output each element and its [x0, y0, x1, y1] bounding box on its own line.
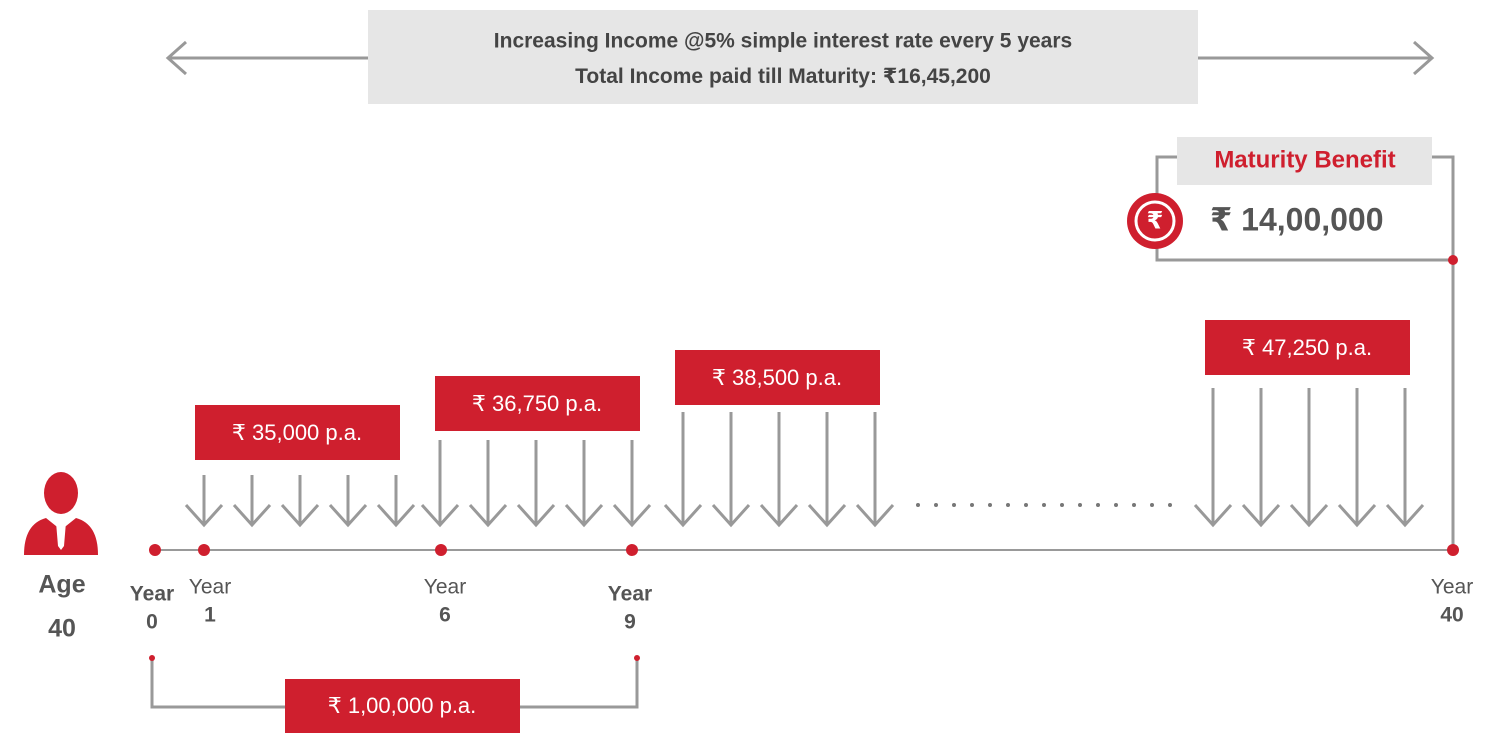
timeline-dot	[626, 544, 638, 556]
down-arrow	[232, 475, 272, 528]
header-line1: Increasing Income @5% simple interest ra…	[494, 30, 1072, 53]
timeline-dot	[198, 544, 210, 556]
income-box	[675, 350, 880, 405]
down-arrow	[1337, 388, 1377, 528]
year-number: 0	[146, 611, 158, 634]
down-arrow	[516, 440, 556, 528]
down-arrow	[280, 475, 320, 528]
maturity-title-box	[1177, 137, 1432, 185]
timeline-dot	[149, 544, 161, 556]
total-label: Total Income paid till Maturity:	[575, 65, 877, 88]
ellipsis-dot	[970, 503, 974, 507]
premium-box	[285, 679, 520, 733]
down-arrow	[420, 440, 460, 528]
down-arrow	[564, 440, 604, 528]
down-arrow	[468, 440, 508, 528]
down-arrow	[328, 475, 368, 528]
year-number: 40	[1440, 604, 1463, 627]
ellipsis-dot	[1168, 503, 1172, 507]
maturity-amount: ₹ 14,00,000	[1210, 201, 1384, 237]
down-arrow	[1385, 388, 1425, 528]
rupee-icon-symbol: ₹	[1147, 207, 1164, 234]
down-arrow	[711, 412, 751, 528]
year-number: 6	[439, 604, 451, 627]
income-label: ₹ 36,750 p.a.	[472, 391, 602, 416]
year-number: 9	[624, 611, 636, 634]
total-value: ₹16,45,200	[883, 65, 991, 88]
ellipsis-dot	[988, 503, 992, 507]
premium-dot	[634, 655, 640, 661]
down-arrow	[663, 412, 703, 528]
age-label: Age	[38, 571, 85, 599]
ellipsis-dot	[934, 503, 938, 507]
premium-dot	[149, 655, 155, 661]
age-value: 40	[48, 615, 76, 643]
ellipsis-dot	[1060, 503, 1064, 507]
down-arrow	[807, 412, 847, 528]
ellipsis-dot	[1132, 503, 1136, 507]
ellipsis-dot	[1006, 503, 1010, 507]
timeline-dot	[1447, 544, 1459, 556]
span-arrow	[165, 40, 1435, 76]
income-box	[195, 405, 400, 460]
ellipsis-dot	[952, 503, 956, 507]
premium-amount: ₹ 1,00,000 p.a.	[328, 693, 477, 718]
down-arrow	[855, 412, 895, 528]
year-label: Year	[1431, 576, 1473, 599]
down-arrow	[184, 475, 224, 528]
income-label: ₹ 35,000 p.a.	[232, 420, 362, 445]
down-arrow	[1241, 388, 1281, 528]
year-label: Year	[130, 583, 174, 606]
down-arrow	[376, 475, 416, 528]
ellipsis-dot	[1096, 503, 1100, 507]
maturity-dot	[1448, 255, 1458, 265]
header-box	[368, 10, 1198, 104]
rupee-icon-ring	[1134, 200, 1176, 242]
year-number: 1	[204, 604, 216, 627]
timeline-dot	[435, 544, 447, 556]
down-arrow	[759, 412, 799, 528]
ellipsis-dot	[1078, 503, 1082, 507]
person-icon	[24, 472, 98, 555]
income-box	[1205, 320, 1410, 375]
year-label: Year	[424, 576, 466, 599]
income-label: ₹ 47,250 p.a.	[1242, 335, 1372, 360]
down-arrow	[1289, 388, 1329, 528]
header-line2: Total Income paid till Maturity: ₹16,45,…	[575, 65, 991, 88]
ellipsis-dot	[1150, 503, 1154, 507]
income-label: ₹ 38,500 p.a.	[712, 365, 842, 390]
ellipsis-dot	[916, 503, 920, 507]
year-label: Year	[608, 583, 652, 606]
ellipsis-dot	[1042, 503, 1046, 507]
down-arrow	[1193, 388, 1233, 528]
maturity-title: Maturity Benefit	[1214, 146, 1395, 173]
income-box	[435, 376, 640, 431]
ellipsis-dot	[1114, 503, 1118, 507]
down-arrow	[612, 440, 652, 528]
year-label: Year	[189, 576, 231, 599]
ellipsis-dot	[1024, 503, 1028, 507]
